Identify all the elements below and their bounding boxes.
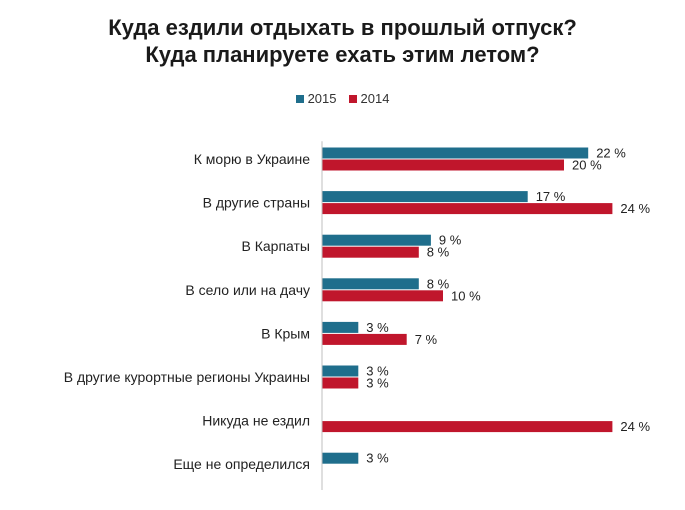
bar-2014	[322, 203, 613, 215]
chart-title-line-2: Куда планируете ехать этим летом?	[145, 42, 540, 67]
data-label-2014: 7 %	[415, 332, 438, 347]
data-label-2015: 8 %	[427, 276, 450, 291]
data-label-2014: 24 %	[620, 419, 650, 434]
data-label-2015: 3 %	[366, 320, 389, 335]
bar-2014	[322, 290, 443, 302]
legend-item-2014: 2014	[348, 91, 390, 106]
legend-item-2015: 2015	[295, 91, 337, 106]
legend-swatch-2015	[295, 94, 304, 103]
data-label-2014: 3 %	[366, 376, 389, 391]
category-label: В Крым	[261, 325, 310, 341]
chart-title-line-1: Куда ездили отдыхать в прошлый отпуск?	[108, 15, 577, 40]
data-label-2014: 10 %	[451, 288, 481, 303]
chart-legend: 2015 2014	[0, 91, 685, 106]
bar-2015	[322, 191, 528, 203]
data-label-2015: 17 %	[536, 189, 566, 204]
data-label-2015: 3 %	[366, 364, 389, 379]
data-label-2014: 20 %	[572, 158, 602, 173]
category-label: Никуда не ездил	[202, 413, 310, 429]
legend-label-2014: 2014	[360, 91, 390, 106]
bar-2015	[322, 452, 359, 464]
category-label: В другие страны	[203, 195, 310, 211]
bar-2015	[322, 234, 431, 246]
bar-2014	[322, 377, 359, 389]
legend-label-2015: 2015	[307, 91, 337, 106]
data-label-2015: 3 %	[366, 451, 389, 466]
data-label-2014: 8 %	[427, 245, 450, 260]
bar-2014	[322, 246, 419, 258]
data-label-2015: 9 %	[439, 233, 462, 248]
bar-2015	[322, 147, 589, 159]
bar-2014	[322, 333, 407, 345]
bar-2014	[322, 159, 564, 171]
category-label: К морю в Украине	[194, 151, 310, 167]
legend-swatch-2014	[348, 94, 357, 103]
bar-2015	[322, 365, 359, 377]
category-label: Еще не определился	[173, 456, 310, 472]
category-label: В другие курортные регионы Украины	[64, 369, 310, 385]
bar-2015	[322, 278, 419, 290]
bar-2014	[322, 421, 613, 433]
data-label-2015: 22 %	[596, 146, 626, 161]
chart-title: Куда ездили отдыхать в прошлый отпуск? К…	[0, 14, 685, 68]
category-label: В село или на дачу	[185, 282, 310, 298]
bar-2015	[322, 321, 359, 333]
data-label-2014: 24 %	[620, 201, 650, 216]
category-label: В Карпаты	[242, 238, 311, 254]
